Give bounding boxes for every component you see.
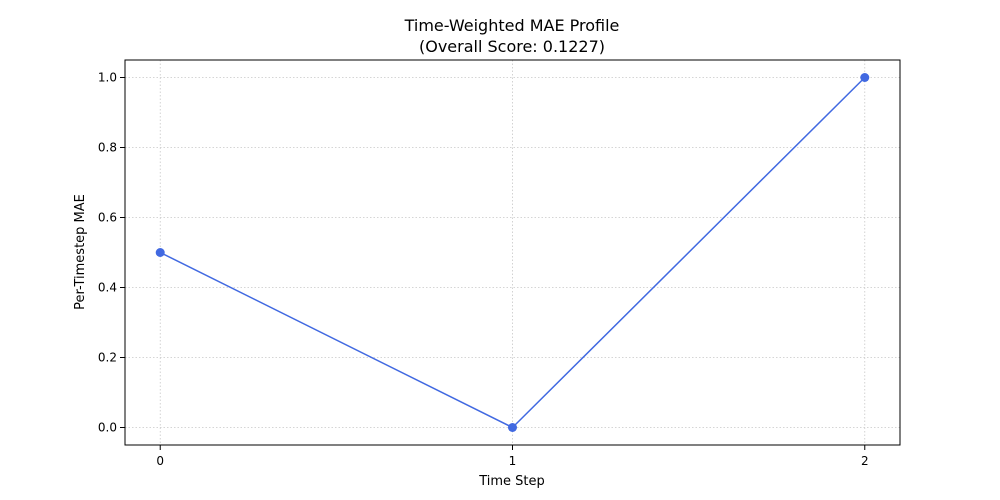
- data-point-marker: [860, 73, 870, 82]
- y-tick-label: 0.4: [98, 281, 117, 295]
- y-tick-label: 0.0: [98, 421, 117, 435]
- y-tick-label: 0.8: [98, 141, 117, 155]
- y-axis-label: Per-Timestep MAE: [73, 194, 88, 310]
- y-axis-ticks: 0.0 0.2 0.4 0.6 0.8 1.0: [98, 71, 125, 435]
- chart-title-line1: Time-Weighted MAE Profile: [404, 16, 620, 35]
- data-point-marker: [155, 248, 165, 257]
- x-axis-ticks: 0 1 2: [156, 445, 869, 468]
- x-tick-label: 1: [509, 454, 517, 468]
- x-axis-label: Time Step: [478, 474, 545, 489]
- series-layer: [155, 73, 870, 432]
- y-tick-label: 1.0: [98, 71, 117, 85]
- x-tick-label: 0: [156, 454, 164, 468]
- y-tick-label: 0.2: [98, 351, 117, 365]
- y-tick-label: 0.6: [98, 211, 117, 225]
- chart-title-line2: (Overall Score: 0.1227): [419, 37, 605, 56]
- data-point-marker: [508, 423, 517, 432]
- x-tick-label: 2: [861, 454, 869, 468]
